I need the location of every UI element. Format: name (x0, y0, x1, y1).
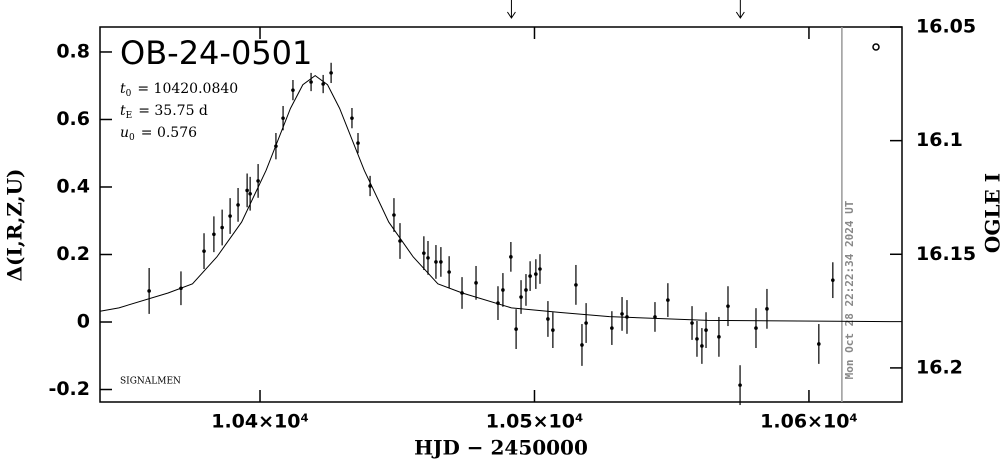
data-point (695, 337, 699, 341)
data-point (392, 213, 396, 217)
param-subscript: E (126, 111, 133, 121)
data-point (546, 317, 550, 321)
data-point (620, 312, 624, 316)
data-point (717, 335, 721, 339)
data-point (625, 315, 629, 319)
data-point (350, 116, 354, 120)
data-point (580, 343, 584, 347)
param-subscript: 0 (126, 89, 132, 99)
data-point (538, 267, 542, 271)
data-point (704, 328, 708, 332)
arrow (735, 0, 745, 19)
data-point (248, 191, 252, 196)
timestamp: Mon Oct 28 22:22:34 2024 UT (843, 200, 856, 379)
arrow (507, 0, 516, 19)
y2-tick-label: 16.05 (916, 16, 976, 38)
data-point (460, 291, 464, 295)
y-tick-label: 0.8 (56, 40, 90, 62)
x-tick-label: 1.06×10⁴ (760, 411, 858, 433)
data-point (309, 80, 313, 84)
data-point (528, 274, 532, 278)
data-point (356, 141, 360, 145)
y2-tick-label: 16.15 (916, 243, 976, 265)
data-point (447, 270, 451, 274)
param: u0 = 0.576 (120, 125, 197, 143)
y-tick-label: 0 (77, 311, 90, 333)
data-point (509, 255, 513, 259)
data-point (726, 304, 730, 308)
data-point (534, 272, 538, 276)
x-tick-label: 1.04×10⁴ (211, 411, 309, 433)
data-point (291, 88, 295, 92)
data-point (519, 295, 523, 299)
data-point (754, 326, 758, 330)
data-point (368, 184, 372, 188)
param-symbol: u (120, 125, 129, 141)
data-point (147, 289, 151, 293)
param-symbol: t (120, 103, 126, 119)
symbol (872, 43, 880, 51)
param-value: = 10420.0840 (137, 81, 238, 97)
data-point (584, 321, 588, 325)
data-point (212, 232, 216, 237)
data-point (179, 286, 183, 291)
data-point (329, 71, 333, 75)
data-point (236, 203, 240, 207)
data-point (422, 251, 426, 255)
data-point (501, 288, 505, 292)
data-point (574, 283, 578, 287)
param-symbol: t (120, 81, 126, 97)
data-point (514, 327, 518, 331)
y-tick-label: 0.6 (56, 108, 90, 130)
param-subscript: 0 (129, 133, 135, 143)
data-point (281, 116, 285, 120)
model-curve (99, 74, 903, 323)
data-point (220, 225, 224, 230)
y-tick-label: 0.4 (56, 175, 90, 197)
data-point (474, 281, 478, 285)
data-point (245, 188, 249, 193)
data-point (426, 256, 430, 260)
y-axis-label: Δ(I,R,Z,U) (3, 169, 27, 282)
data-point (398, 239, 402, 243)
x-axis-label: HJD − 2450000 (414, 436, 588, 459)
param-value: = 35.75 d (138, 103, 208, 119)
data-point (256, 179, 260, 183)
plot-frame (99, 26, 903, 403)
data-point (524, 288, 528, 292)
data-point (690, 321, 694, 325)
y2-tick-label: 16.2 (916, 356, 963, 378)
y-tick-label: -0.2 (48, 378, 90, 400)
data-point (817, 342, 821, 346)
data-point (551, 328, 555, 332)
data-point (496, 301, 500, 305)
data-point (653, 315, 657, 319)
param: t0 = 10420.0840 (120, 81, 238, 99)
data-point (202, 249, 206, 253)
param: tE = 35.75 d (120, 103, 208, 121)
x-tick-label: 1.05×10⁴ (486, 411, 584, 433)
data-point (700, 344, 704, 348)
data-point (610, 326, 614, 330)
data-point (738, 383, 742, 387)
data-point (666, 298, 670, 302)
chart-title: OB-24-0501 (120, 34, 312, 72)
y2-axis-label: OGLE I (981, 173, 1004, 253)
y-tick-label: 0.2 (56, 243, 90, 265)
data-point (228, 214, 232, 218)
y2-tick-label: 16.1 (916, 129, 963, 151)
data-point (434, 260, 438, 264)
data-point (765, 307, 769, 311)
annotation: SIGNALMEN (120, 377, 181, 387)
data-point (274, 144, 278, 148)
data-point (831, 278, 835, 282)
data-point (439, 260, 443, 264)
param-value: = 0.576 (141, 125, 197, 141)
data-point (321, 82, 325, 86)
